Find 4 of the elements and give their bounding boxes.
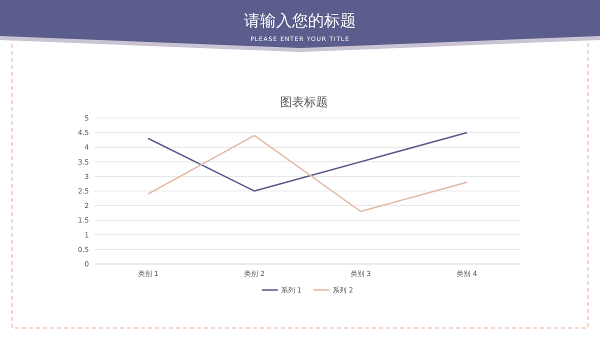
chart-title: 请输入您的标题 [244,11,356,30]
line-series [147,132,468,192]
text: 图表标题 [280,95,328,109]
line-series [147,134,468,212]
